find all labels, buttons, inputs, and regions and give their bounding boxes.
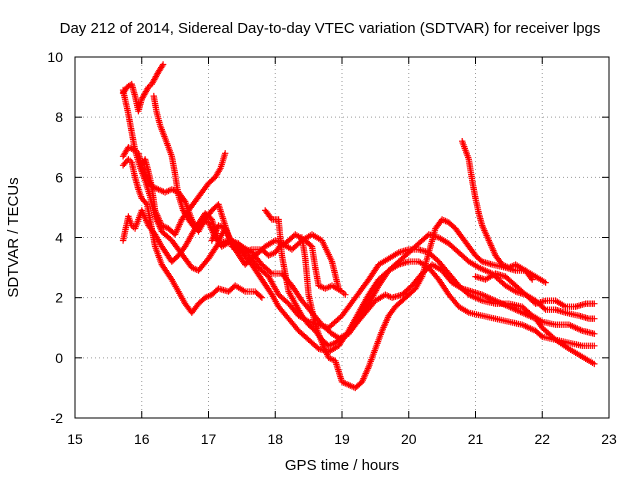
data-markers	[459, 138, 536, 283]
series-trace-1	[119, 207, 598, 355]
x-axis-label: GPS time / hours	[285, 457, 399, 474]
series-trace-8	[208, 222, 349, 298]
x-tick-label: 23	[601, 431, 617, 447]
x-tick-label: 15	[67, 431, 83, 447]
data-markers	[262, 207, 598, 368]
y-tick-label: 2	[55, 290, 63, 306]
axis-ticks: 15 16 17 18 19 20 21 22 23 -2 0 2 4 6 8 10	[47, 49, 617, 447]
data-markers	[208, 222, 349, 298]
plot-frame	[74, 56, 610, 419]
y-tick-label: 0	[55, 350, 63, 366]
series-trace-7	[138, 150, 229, 238]
series-trace-11	[459, 138, 536, 283]
x-tick-label: 21	[468, 431, 484, 447]
plot-area	[119, 61, 598, 392]
series-trace-10	[298, 216, 549, 392]
y-tick-label: 10	[47, 49, 63, 65]
y-tick-label: 6	[55, 169, 63, 185]
y-tick-label: 8	[55, 109, 63, 125]
data-markers	[298, 216, 549, 392]
y-axis-label: SDTVAR / TECUs	[5, 177, 22, 297]
x-tick-label: 17	[201, 431, 217, 447]
data-markers	[138, 150, 229, 238]
data-markers	[119, 207, 598, 355]
x-tick-label: 19	[334, 431, 350, 447]
data-markers	[119, 156, 266, 316]
x-tick-label: 16	[134, 431, 150, 447]
gridlines	[75, 57, 609, 418]
x-tick-label: 20	[401, 431, 417, 447]
chart-title: Day 212 of 2014, Sidereal Day-to-day VTE…	[60, 20, 601, 37]
series-trace-9	[262, 207, 598, 368]
x-tick-label: 22	[534, 431, 550, 447]
y-tick-label: -2	[51, 410, 64, 426]
y-tick-label: 4	[55, 230, 63, 246]
x-tick-label: 18	[267, 431, 283, 447]
data-markers	[472, 270, 598, 310]
series-trace-3	[119, 156, 266, 316]
series-trace-12	[472, 270, 598, 310]
